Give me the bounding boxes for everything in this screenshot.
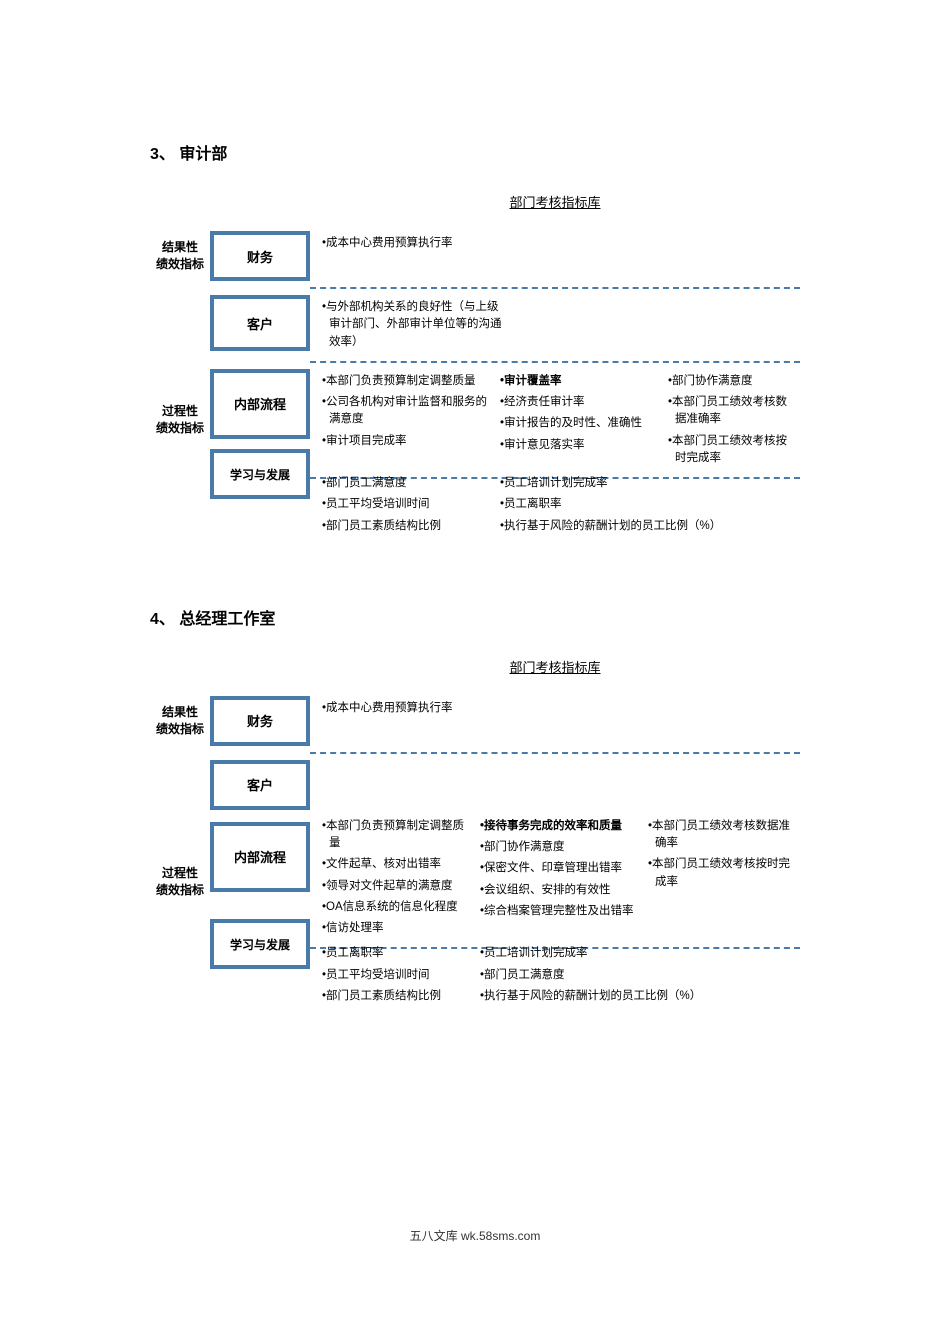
item: •执行基于风险的薪酬计划的员工比例（%） [480, 988, 780, 1005]
content-internal: •本部门负责预算制定调整质量 •文件起草、核对出错率 •领导对文件起草的满意度 … [310, 816, 800, 948]
content-learning: •部门员工满意度 •员工平均受培训时间 •部门员工素质结构比例 •员工培训计划完… [310, 473, 800, 545]
label-process: 过程性 绩效指标 [150, 363, 210, 477]
box-learning: 学习与发展 [210, 449, 310, 499]
section-3-subtitle: 部门考核指标库 [310, 192, 800, 211]
spacer [150, 754, 210, 816]
content-customer: •与外部机构关系的良好性（与上级审计部门、外部审计单位等的沟通效率） [310, 289, 800, 361]
item: •部门员工素质结构比例 [322, 988, 472, 1005]
page-content: 3、 审计部 部门考核指标库 结果性 绩效指标 财务 •成本中心费用预算执行率 … [0, 0, 950, 1015]
content-customer [310, 754, 800, 816]
item: •部门员工满意度 [480, 967, 780, 984]
s3-row-customer: 客户 •与外部机构关系的良好性（与上级审计部门、外部审计单位等的沟通效率） [150, 289, 800, 361]
item: •信访处理率 [322, 920, 472, 937]
label-result: 结果性 绩效指标 [150, 225, 210, 287]
item: •员工离职率 [500, 496, 800, 513]
item: •部门协作满意度 [480, 839, 640, 856]
item: •审计项目完成率 [322, 433, 492, 450]
item: •员工平均受培训时间 [322, 967, 472, 984]
item: •与外部机构关系的良好性（与上级审计部门、外部审计单位等的沟通效率） [322, 299, 502, 351]
item: •部门协作满意度 [668, 373, 798, 390]
s3-row-finance: 结果性 绩效指标 财务 •成本中心费用预算执行率 [150, 225, 800, 287]
item: •员工离职率 [322, 945, 472, 962]
item: •会议组织、安排的有效性 [480, 882, 640, 899]
label-process: 过程性 绩效指标 [150, 816, 210, 948]
item: •部门员工满意度 [322, 475, 492, 492]
box-learning: 学习与发展 [210, 919, 310, 969]
section-4-subtitle: 部门考核指标库 [310, 657, 800, 676]
section-4-title: 4、 总经理工作室 [150, 605, 800, 629]
box-finance: 财务 [210, 231, 310, 281]
item: •执行基于风险的薪酬计划的员工比例（%） [500, 518, 800, 535]
item: •OA信息系统的信息化程度 [322, 899, 472, 916]
item: •本部门员工绩效考核数据准确率 [668, 394, 798, 429]
spacer [150, 473, 210, 545]
page-footer: 五八文库 wk.58sms.com [0, 1227, 950, 1244]
s4-row-customer: 客户 [150, 754, 800, 816]
item: •本部门员工绩效考核按时完成率 [648, 856, 798, 891]
s4-row-learning: 学习与发展 •员工离职率 •员工平均受培训时间 •部门员工素质结构比例 •员工培… [150, 943, 800, 1015]
content-finance: •成本中心费用预算执行率 [310, 690, 800, 752]
item: •接待事务完成的效率和质量 [480, 818, 640, 835]
item: •本部门负责预算制定调整质量 [322, 818, 472, 853]
content-learning: •员工离职率 •员工平均受培训时间 •部门员工素质结构比例 •员工培训计划完成率… [310, 943, 800, 1015]
s4-row-finance: 结果性 绩效指标 财务 •成本中心费用预算执行率 [150, 690, 800, 752]
box-internal: 内部流程 [210, 369, 310, 439]
item: •审计报告的及时性、准确性 [500, 415, 660, 432]
item: •员工培训计划完成率 [500, 475, 800, 492]
item: •部门员工素质结构比例 [322, 518, 492, 535]
box-customer: 客户 [210, 295, 310, 351]
box-finance: 财务 [210, 696, 310, 746]
item: •审计意见落实率 [500, 437, 660, 454]
item: •本部门员工绩效考核数据准确率 [648, 818, 798, 853]
item: •综合档案管理完整性及出错率 [480, 903, 640, 920]
label-result: 结果性 绩效指标 [150, 690, 210, 752]
item: •保密文件、印章管理出错率 [480, 860, 640, 877]
item: •本部门员工绩效考核按时完成率 [668, 433, 798, 468]
box-customer: 客户 [210, 760, 310, 810]
item: •公司各机构对审计监督和服务的满意度 [322, 394, 492, 429]
item: •审计覆盖率 [500, 373, 660, 390]
content-internal: •本部门负责预算制定调整质量 •公司各机构对审计监督和服务的满意度 •审计项目完… [310, 363, 800, 477]
section-3-title: 3、 审计部 [150, 140, 800, 164]
item: •员工平均受培训时间 [322, 496, 492, 513]
item: •文件起草、核对出错率 [322, 856, 472, 873]
item: •成本中心费用预算执行率 [322, 235, 622, 252]
item: •成本中心费用预算执行率 [322, 700, 622, 717]
section-4: 4、 总经理工作室 部门考核指标库 结果性 绩效指标 财务 •成本中心费用预算执… [150, 605, 800, 1015]
item: •领导对文件起草的满意度 [322, 878, 472, 895]
item: •员工培训计划完成率 [480, 945, 780, 962]
spacer [150, 943, 210, 1015]
spacer [150, 289, 210, 361]
content-finance: •成本中心费用预算执行率 [310, 225, 800, 287]
s3-row-learning: 学习与发展 •部门员工满意度 •员工平均受培训时间 •部门员工素质结构比例 •员… [150, 473, 800, 545]
item: •经济责任审计率 [500, 394, 660, 411]
box-internal: 内部流程 [210, 822, 310, 892]
item: •本部门负责预算制定调整质量 [322, 373, 492, 390]
section-3: 3、 审计部 部门考核指标库 结果性 绩效指标 财务 •成本中心费用预算执行率 … [150, 140, 800, 545]
